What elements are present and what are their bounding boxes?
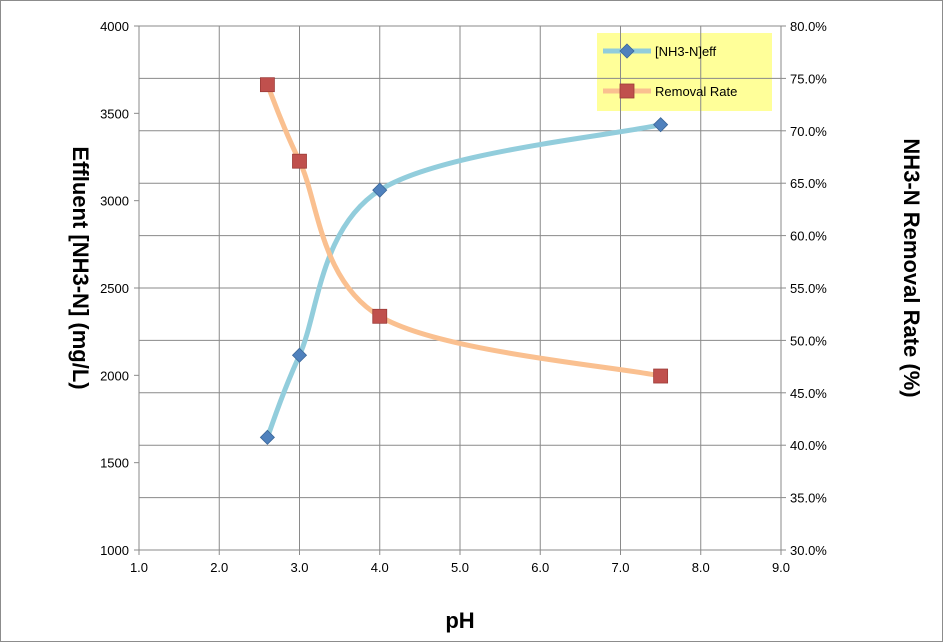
legend-label: Removal Rate bbox=[655, 84, 737, 99]
y-right-tick-label: 50.0% bbox=[790, 333, 827, 348]
legend-label: [NH3-N]eff bbox=[655, 44, 717, 59]
x-tick-label: 4.0 bbox=[371, 560, 389, 575]
data-point bbox=[653, 117, 669, 133]
y-left-tick-label: 3000 bbox=[100, 194, 129, 209]
y-left-tick-label: 1500 bbox=[100, 456, 129, 471]
y-right-tick-label: 40.0% bbox=[790, 438, 827, 453]
y-right-tick-label: 55.0% bbox=[790, 281, 827, 296]
y-left-tick-label: 1000 bbox=[100, 543, 129, 558]
y-left-axis-title: Effluent [NH3-N] (mg/L) bbox=[68, 146, 93, 389]
y-right-tick-label: 45.0% bbox=[790, 386, 827, 401]
series-line bbox=[264, 122, 664, 440]
data-point bbox=[292, 153, 307, 169]
data-point bbox=[372, 308, 388, 324]
x-axis-title: pH bbox=[445, 608, 474, 633]
data-point bbox=[372, 182, 388, 198]
y-right-axis-title: NH3-N Removal Rate (%) bbox=[899, 138, 924, 397]
x-tick-label: 6.0 bbox=[531, 560, 549, 575]
x-tick-label: 9.0 bbox=[772, 560, 790, 575]
series-line bbox=[264, 82, 664, 379]
x-tick-label: 2.0 bbox=[210, 560, 228, 575]
y-right-tick-label: 75.0% bbox=[790, 71, 827, 86]
x-tick-label: 7.0 bbox=[611, 560, 629, 575]
data-point bbox=[653, 368, 669, 384]
legend-swatch-marker bbox=[619, 83, 635, 99]
y-left-tick-label: 2000 bbox=[100, 368, 129, 383]
plot-area bbox=[138, 25, 782, 551]
grid bbox=[139, 26, 781, 550]
data-point bbox=[259, 77, 275, 93]
series-layer bbox=[259, 77, 669, 445]
y-right-tick-label: 60.0% bbox=[790, 229, 827, 244]
legend: [NH3-N]eff Removal Rate bbox=[603, 43, 737, 99]
y-right-tick-label: 30.0% bbox=[790, 543, 827, 558]
data-point bbox=[291, 347, 308, 363]
x-tick-label: 8.0 bbox=[692, 560, 710, 575]
x-tick-label: 1.0 bbox=[130, 560, 148, 575]
axes: 1.0 2.0 3.0 4.0 5.0 6.0 7.0 8.0 9.030.0% 35.0% 40.… bbox=[68, 19, 924, 633]
x-tick-label: 5.0 bbox=[451, 560, 469, 575]
y-left-tick-label: 3500 bbox=[100, 106, 129, 121]
y-left-tick-label: 4000 bbox=[100, 19, 129, 34]
y-right-tick-label: 70.0% bbox=[790, 124, 827, 139]
y-left-tick-label: 2500 bbox=[100, 281, 129, 296]
y-right-tick-label: 35.0% bbox=[790, 491, 827, 506]
x-tick-label: 3.0 bbox=[290, 560, 308, 575]
data-point bbox=[259, 429, 275, 445]
y-right-tick-label: 65.0% bbox=[790, 176, 827, 191]
legend-swatch-marker bbox=[619, 43, 635, 59]
y-right-tick-label: 80.0% bbox=[790, 19, 827, 34]
